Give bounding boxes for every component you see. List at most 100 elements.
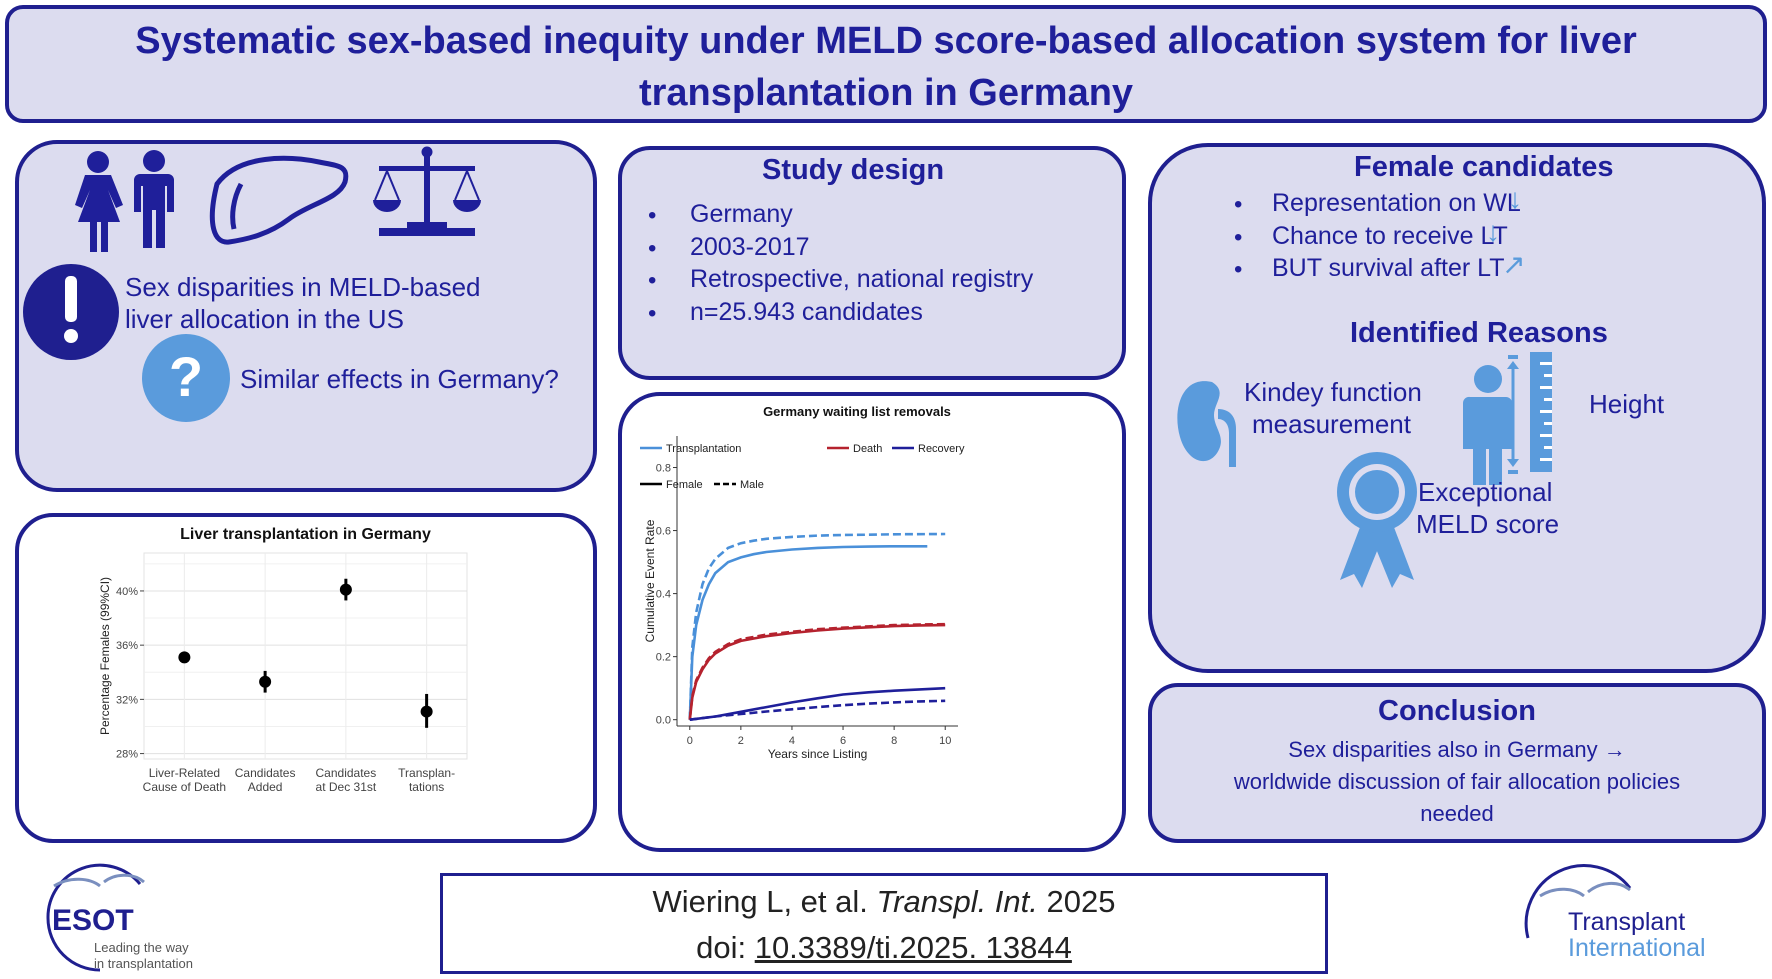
intro-icons: ? xyxy=(23,146,481,422)
y-tick-label: 0.6 xyxy=(656,526,671,538)
female-candidates-item: Chance to receive LT xyxy=(1272,221,1508,250)
female-candidates-item: Representation on WL xyxy=(1272,189,1521,217)
y-tick-label: 28% xyxy=(116,749,138,761)
conclusion-heading: Conclusion xyxy=(1378,695,1536,727)
doi-link[interactable]: 10.3389/ti.2025. 13844 xyxy=(754,930,1072,965)
ti-line-1: Transplant xyxy=(1568,908,1686,936)
data-point xyxy=(339,583,352,596)
data-point xyxy=(420,705,433,718)
liver-transplantation-chart-panel: Liver transplantation in Germany 28% 32% 36… xyxy=(15,513,597,843)
bullet-dot: • xyxy=(1234,191,1243,218)
ti-logo-graphic xyxy=(1524,864,1632,939)
transplant-international-logo: Transplant International xyxy=(1520,858,1760,976)
title-banner: Systematic sex-based inequity under MELD… xyxy=(5,5,1767,123)
svg-text:?: ? xyxy=(169,345,203,408)
x-tick-label: 0 xyxy=(687,735,693,747)
y-tick-label: 0.4 xyxy=(656,589,671,601)
reasons-heading: Identified Reasons xyxy=(1350,317,1608,349)
series-line-recovery-female xyxy=(689,686,946,721)
conclusion-line-1: Sex disparities also in Germany → xyxy=(1288,737,1626,762)
liver-transplantation-chart: Liver transplantation in Germany 28% 32% 36… xyxy=(98,526,468,794)
title-line-1: Systematic sex-based inequity under MELD… xyxy=(135,20,1637,62)
title-line-2: transplantation in Germany xyxy=(638,72,1134,114)
reason-kidney-line-1: Kindey function xyxy=(1244,377,1422,407)
y-tick-label: 0.0 xyxy=(656,715,671,727)
arrow-down-icon: ↓ xyxy=(1486,215,1500,247)
esot-tagline-2: in transplantation xyxy=(94,956,194,971)
bullet-dot: • xyxy=(648,267,657,294)
y-tick-label: 40% xyxy=(116,586,138,598)
man-icon xyxy=(134,150,174,248)
meld-award-icon xyxy=(1337,452,1417,588)
liver-icon xyxy=(209,155,349,245)
x-axis-label: Years since Listing xyxy=(768,747,868,761)
intro-panel: ? Sex disparities in MELD-based liver al… xyxy=(15,140,597,492)
bullet-dot: • xyxy=(648,234,657,262)
esot-tagline-1: Leading the way xyxy=(94,940,189,955)
y-tick-label: 0.8 xyxy=(656,463,671,475)
waiting-list-chart-panel: Germany waiting list removals 0.0 0.2 0.4 0.… xyxy=(618,392,1126,852)
legend-label-death: Death xyxy=(853,443,882,455)
reason-meld-line-2: MELD score xyxy=(1416,509,1560,539)
citation-authors: Wiering L, et al. xyxy=(652,884,868,919)
x-tick-label: 2 xyxy=(738,735,744,747)
x-tick-label: Liver-Related xyxy=(149,766,220,780)
x-tick-label: tations xyxy=(409,780,444,794)
x-tick-label: Transplan- xyxy=(398,766,455,780)
kidney-icon xyxy=(1177,381,1236,467)
series-line-recovery-male xyxy=(689,699,946,721)
series-line-death-female xyxy=(688,623,946,720)
conclusion-line-3: needed xyxy=(1420,801,1494,826)
legend-label-male: Male xyxy=(740,479,764,491)
legend-label-transplantation: Transplantation xyxy=(666,443,741,455)
study-design-item: n=25.943 candidates xyxy=(690,297,923,326)
study-design-heading: Study design xyxy=(762,154,945,186)
series-line-death-male xyxy=(688,622,946,720)
x-tick-label: 10 xyxy=(939,735,951,747)
x-tick-label: Candidates xyxy=(235,766,296,780)
data-point xyxy=(259,675,272,688)
bullet-dot: • xyxy=(648,202,657,229)
reasons-icons xyxy=(1177,352,1552,588)
intro-line-2: liver allocation in the US xyxy=(125,304,404,334)
plot-area xyxy=(143,552,468,760)
study-design-item: Germany xyxy=(690,200,793,228)
study-design-item: 2003-2017 xyxy=(690,232,810,261)
series-line-transplantation-female xyxy=(688,545,928,720)
reason-kidney-line-2: measurement xyxy=(1252,409,1411,439)
esot-name: ESOT xyxy=(52,904,134,937)
chart-title: Germany waiting list removals xyxy=(763,404,951,419)
doi-prefix: doi: xyxy=(696,930,747,965)
ti-line-2: International xyxy=(1568,934,1706,962)
y-axis-label: Percentage Females (99%CI) xyxy=(98,577,112,735)
esot-logo: ESOT Leading the way in transplantation xyxy=(40,858,220,978)
intro-line-1: Sex disparities in MELD-based xyxy=(125,272,481,302)
y-tick-label: 32% xyxy=(116,694,138,706)
citation-journal: Transpl. Int. xyxy=(876,884,1038,919)
reason-meld-line-1: Exceptional xyxy=(1418,477,1553,507)
arrow-up-right-icon: ↗ xyxy=(1502,249,1526,280)
height-icon xyxy=(1462,352,1552,485)
citation-line: Wiering L, et al. Transpl. Int. 2025 xyxy=(443,884,1325,920)
bullet-dot: • xyxy=(1234,223,1243,251)
x-tick-label: at Dec 31st xyxy=(316,780,377,794)
x-tick-label: 6 xyxy=(840,735,846,747)
doi-line: doi: 10.3389/ti.2025. 13844 xyxy=(443,930,1325,966)
study-design-item: Retrospective, national registry xyxy=(690,265,1034,293)
female-candidates-heading: Female candidates xyxy=(1354,151,1614,183)
bullet-dot: • xyxy=(1234,256,1243,283)
legend-label-recovery: Recovery xyxy=(918,443,965,455)
conclusion-panel: Conclusion Sex disparities also in Germa… xyxy=(1148,683,1766,843)
page-title: Systematic sex-based inequity under MELD… xyxy=(9,9,1763,119)
citation-box: Wiering L, et al. Transpl. Int. 2025 doi… xyxy=(440,873,1328,974)
study-design-panel: Study design • Germany • 2003-2017 • Retrospe… xyxy=(618,146,1126,380)
x-tick-label: Cause of Death xyxy=(143,780,226,794)
esot-logo-graphic xyxy=(46,863,145,972)
reason-height: Height xyxy=(1589,389,1665,419)
x-tick-label: 8 xyxy=(891,735,897,747)
x-tick-label: 4 xyxy=(789,735,795,747)
chart-title: Liver transplantation in Germany xyxy=(180,526,431,543)
legend-label-female: Female xyxy=(666,479,703,491)
scales-icon xyxy=(373,146,481,236)
y-tick-label: 36% xyxy=(116,640,138,652)
